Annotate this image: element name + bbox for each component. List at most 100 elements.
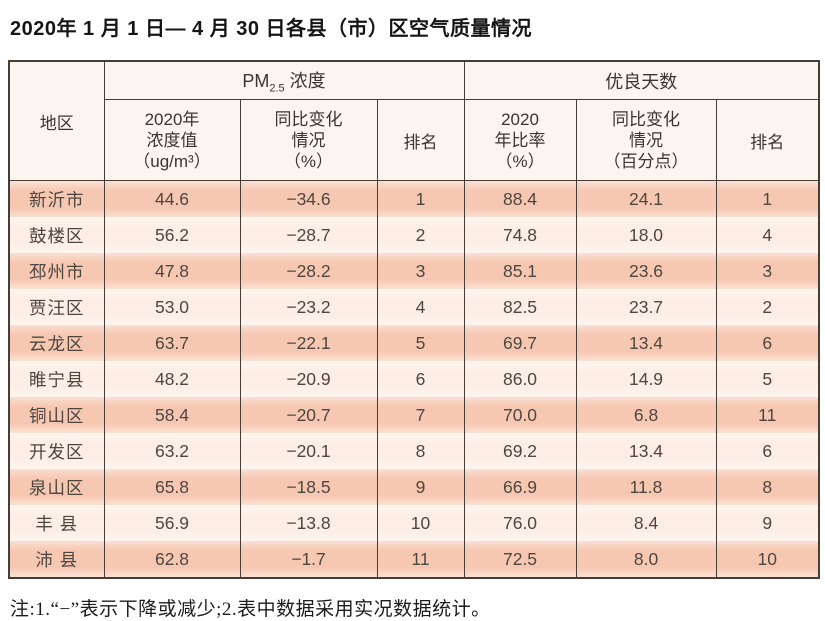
cell-region: 云龙区 (8, 325, 105, 361)
col-header-pm-value: 2020年 浓度值 （ug/m³） (103, 99, 241, 181)
cell-days-rank: 9 (715, 505, 820, 541)
table-row: 贾汪区 53.0 −23.2 4 82.5 23.7 2 (8, 289, 820, 325)
cell-region: 贾汪区 (8, 289, 105, 325)
cell-pm-value: 65.8 (103, 469, 241, 505)
cell-region: 铜山区 (8, 397, 105, 433)
cell-pm-change: −34.6 (239, 180, 378, 217)
cell-pm-change: −23.2 (239, 289, 378, 325)
page-title: 2020年 1 月 1 日— 4 月 30 日各县（市）区空气质量情况 (10, 18, 533, 40)
cell-pm-change: −20.9 (239, 361, 378, 397)
cell-days-rank: 2 (715, 289, 820, 325)
cell-pm-rank: 8 (376, 433, 465, 469)
col-header-days-rank: 排名 (715, 99, 820, 181)
cell-pm-rank: 7 (376, 397, 465, 433)
cell-pm-value: 53.0 (103, 289, 241, 325)
table-row: 丰 县 56.9 −13.8 10 76.0 8.4 9 (8, 505, 820, 541)
cell-ratio-change: 23.7 (575, 289, 717, 325)
cell-ratio-change: 14.9 (575, 361, 717, 397)
table-row: 睢宁县 48.2 −20.9 6 86.0 14.9 5 (8, 361, 820, 397)
air-quality-table: 地区 PM2.5 浓度 优良天数 2020年 浓度值 （ug/m³） 同比变化 情… (8, 60, 821, 579)
cell-pm-value: 47.8 (103, 253, 241, 289)
cell-pm-value: 44.6 (103, 180, 241, 217)
cell-days-rank: 8 (715, 469, 820, 505)
header-group-row: 地区 PM2.5 浓度 优良天数 (8, 61, 820, 181)
cell-pm-change: −28.2 (239, 253, 378, 289)
cell-pm-value: 48.2 (103, 361, 241, 397)
cell-ratio-change: 13.4 (575, 433, 717, 469)
cell-pm-rank: 6 (376, 361, 465, 397)
footnote: 注:1.“−”表示下降或减少;2.表中数据采用实况数据统计。 (10, 599, 491, 620)
cell-ratio-change: 23.6 (575, 253, 717, 289)
table-row: 泉山区 65.8 −18.5 9 66.9 11.8 8 (8, 469, 820, 505)
cell-pm-rank: 9 (376, 469, 465, 505)
table-row: 新沂市 44.6 −34.6 1 88.4 24.1 1 (8, 180, 820, 217)
cell-ratio-change: 11.8 (575, 469, 717, 505)
cell-days-rank: 3 (715, 253, 820, 289)
cell-ratio-change: 8.0 (575, 541, 717, 578)
cell-days-rank: 4 (715, 217, 820, 253)
col-header-ratio: 2020 年比率 （%） (463, 99, 577, 181)
cell-days-rank: 6 (715, 433, 820, 469)
cell-ratio: 76.0 (463, 505, 577, 541)
cell-ratio-change: 18.0 (575, 217, 717, 253)
cell-ratio: 72.5 (463, 541, 577, 578)
cell-pm-rank: 11 (376, 541, 465, 578)
good-days-label: 优良天数 (605, 71, 678, 92)
col-header-ratio-change: 同比变化 情况 （百分点） (575, 99, 717, 181)
group-header-pm25: PM2.5 浓度 (103, 61, 465, 100)
cell-region: 沛 县 (8, 541, 105, 578)
table-row: 鼓楼区 56.2 −28.7 2 74.8 18.0 4 (8, 217, 820, 253)
table-row: 云龙区 63.7 −22.1 5 69.7 13.4 6 (8, 325, 820, 361)
cell-pm-change: −22.1 (239, 325, 378, 361)
cell-pm-value: 56.2 (103, 217, 241, 253)
cell-days-rank: 1 (715, 180, 820, 217)
cell-pm-value: 56.9 (103, 505, 241, 541)
cell-ratio: 82.5 (463, 289, 577, 325)
cell-pm-change: −13.8 (239, 505, 378, 541)
cell-ratio: 69.2 (463, 433, 577, 469)
cell-pm-value: 58.4 (103, 397, 241, 433)
cell-ratio-change: 13.4 (575, 325, 717, 361)
cell-pm-change: −20.1 (239, 433, 378, 469)
cell-pm-rank: 10 (376, 505, 465, 541)
cell-pm-change: −20.7 (239, 397, 378, 433)
group-header-good-days: 优良天数 (463, 61, 820, 100)
col-header-region: 地区 (8, 61, 105, 181)
cell-region: 开发区 (8, 433, 105, 469)
cell-ratio-change: 24.1 (575, 180, 717, 217)
cell-ratio-change: 6.8 (575, 397, 717, 433)
cell-pm-rank: 1 (376, 180, 465, 217)
cell-ratio: 66.9 (463, 469, 577, 505)
table-row: 铜山区 58.4 −20.7 7 70.0 6.8 11 (8, 397, 820, 433)
cell-days-rank: 5 (715, 361, 820, 397)
cell-pm-change: −1.7 (239, 541, 378, 578)
cell-pm-rank: 3 (376, 253, 465, 289)
cell-pm-rank: 5 (376, 325, 465, 361)
cell-region: 泉山区 (8, 469, 105, 505)
cell-ratio: 85.1 (463, 253, 577, 289)
cell-days-rank: 6 (715, 325, 820, 361)
table-row: 邳州市 47.8 −28.2 3 85.1 23.6 3 (8, 253, 820, 289)
pm25-label: PM2.5 浓度 (242, 70, 326, 95)
cell-region: 新沂市 (8, 180, 105, 217)
cell-ratio: 74.8 (463, 217, 577, 253)
cell-days-rank: 11 (715, 397, 820, 433)
cell-pm-value: 63.2 (103, 433, 241, 469)
cell-ratio: 70.0 (463, 397, 577, 433)
col-header-pm-change: 同比变化 情况 （%） (239, 99, 378, 181)
cell-days-rank: 10 (715, 541, 820, 578)
cell-ratio: 86.0 (463, 361, 577, 397)
cell-ratio-change: 8.4 (575, 505, 717, 541)
cell-pm-change: −28.7 (239, 217, 378, 253)
cell-region: 睢宁县 (8, 361, 105, 397)
col-header-pm-rank: 排名 (376, 99, 465, 181)
cell-pm-rank: 2 (376, 217, 465, 253)
cell-pm-value: 63.7 (103, 325, 241, 361)
table-body: 新沂市 44.6 −34.6 1 88.4 24.1 1 鼓楼区 56.2 −28.7 2 74.8 1… (8, 180, 820, 578)
cell-region: 鼓楼区 (8, 217, 105, 253)
cell-pm-change: −18.5 (239, 469, 378, 505)
cell-ratio: 69.7 (463, 325, 577, 361)
cell-region: 丰 县 (8, 505, 105, 541)
table-header: 地区 PM2.5 浓度 优良天数 2020年 浓度值 （ug/m³） 同比变化 情… (8, 61, 820, 181)
